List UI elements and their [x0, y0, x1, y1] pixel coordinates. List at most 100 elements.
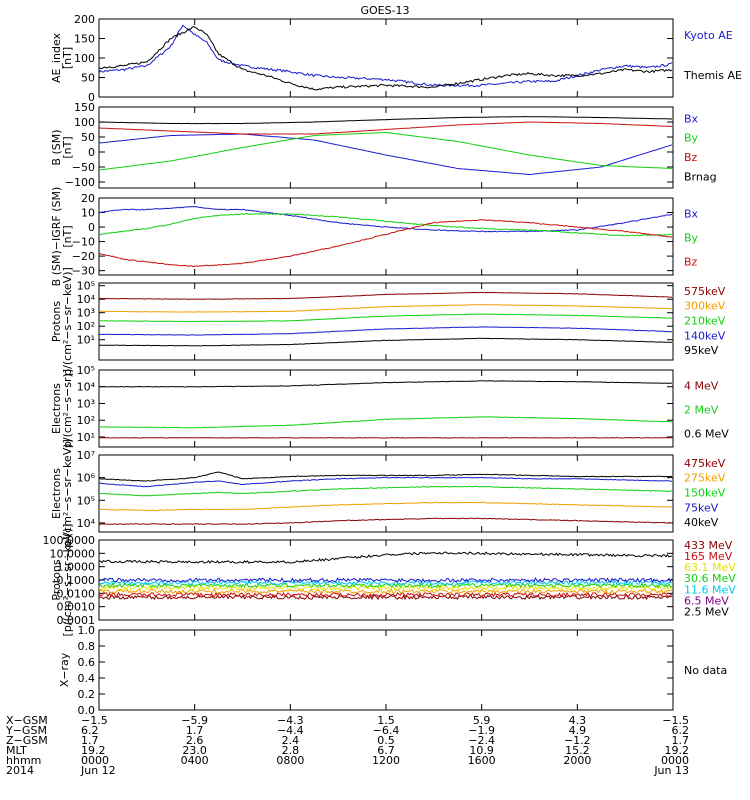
y-tick-label: 0.6: [78, 656, 96, 669]
legend-entry: 150keV: [684, 486, 726, 499]
y-tick-label: −30: [72, 265, 95, 278]
legend-entry: 475keV: [684, 457, 726, 470]
y-tick-label: 20: [81, 192, 95, 205]
legend-entry: 575keV: [684, 285, 726, 298]
table-cell: −1.2: [564, 734, 591, 747]
series-line-4-mev: [98, 436, 673, 439]
table-cell: 2.6: [186, 734, 204, 747]
series-line-themis-ae: [99, 26, 673, 91]
series-line-brnag: [98, 116, 673, 125]
table-row-label: Y−GSM: [5, 724, 47, 737]
panel-frame: [98, 629, 674, 711]
series-line-165-mev: [98, 591, 673, 598]
table-cell: −6.4: [373, 724, 400, 737]
legend-entry: Bx: [684, 112, 699, 125]
table-cell: 0800: [276, 754, 304, 767]
y-tick-label: 150: [74, 101, 95, 114]
series-line-75kev: [99, 476, 672, 488]
legend-entry: 165 MeV: [684, 550, 733, 563]
legend-entry: 0.6 MeV: [684, 427, 729, 440]
y-tick-label: 10⁴: [77, 381, 96, 394]
legend-entry: 95keV: [684, 344, 719, 357]
table-cell: −5.9: [181, 714, 208, 727]
table-cell: −4.3: [277, 714, 304, 727]
y-axis-label: Protons: [50, 559, 63, 600]
legend-entry: Kyoto AE: [684, 29, 733, 42]
panel-frame: [98, 197, 674, 276]
table-cell: 5.9: [473, 714, 491, 727]
table-row-label: hhmm: [6, 754, 41, 767]
series-line-140kev: [98, 326, 673, 336]
series-line-475kev: [98, 517, 673, 525]
y-tick-label: 10⁶: [77, 472, 96, 485]
table-cell: 6.2: [672, 724, 690, 737]
y-tick-label: 10²: [77, 414, 95, 427]
y-axis-label: p/(cm²−s−sr−keV)]: [61, 439, 74, 548]
legend-entry: Bz: [684, 255, 698, 268]
y-axis-label: [nT]: [61, 47, 74, 69]
legend-entry: By: [684, 231, 699, 244]
table-cell: 19.2: [665, 744, 690, 757]
legend-entry: 4 MeV: [684, 379, 719, 392]
table-cell: 1.7: [672, 734, 690, 747]
series-line-300kev: [99, 304, 673, 313]
y-tick-label: 0.0: [78, 704, 96, 717]
y-axis-label: Electrons: [50, 383, 63, 434]
legend-entry: 75keV: [684, 501, 719, 514]
series-line-575kev: [99, 291, 673, 300]
series-line-63-1-mev: [98, 588, 673, 595]
table-row-label: X−GSM: [6, 714, 48, 727]
series-line-by: [98, 213, 673, 237]
y-tick-label: 10⁴: [77, 517, 96, 530]
legend-entry: 30.6 MeV: [684, 572, 736, 585]
y-tick-label: 0: [88, 221, 95, 234]
series-line-bx: [98, 133, 673, 175]
y-tick-label: −10: [72, 236, 95, 249]
series-line-30-6-mev: [98, 585, 673, 591]
y-tick-label: 100: [74, 52, 95, 65]
table-cell: 1.5: [377, 714, 395, 727]
panel-3: 20 100 −10−20 −30 B (SM)−IGRF (SM)[nT] Bx By Bz: [50, 187, 699, 287]
y-tick-label: 0.0010: [57, 601, 96, 614]
series-line-433-mev: [98, 594, 673, 601]
series-line-unlabeled: [98, 551, 673, 564]
series-line-40kev: [99, 471, 673, 482]
legend-entry: 2.5 MeV: [684, 606, 729, 619]
table-row-label: Z−GSM: [6, 734, 48, 747]
series-line-11-6-mev: [98, 582, 673, 589]
legend-entry: 275keV: [684, 472, 726, 485]
table-cell: −2.4: [468, 734, 495, 747]
y-tick-label: 1.0000: [57, 561, 96, 574]
legend-entry: 63.1 MeV: [684, 561, 736, 574]
y-tick-label: 10⁵: [77, 364, 95, 377]
series-line-by: [98, 131, 673, 171]
series-line-bx: [98, 205, 673, 233]
plot-title: GOES-13: [360, 4, 409, 17]
series-line-bz: [99, 121, 673, 135]
legend-entry: Bz: [684, 151, 698, 164]
table-cell: 2.4: [282, 734, 300, 747]
y-tick-label: 10: [81, 207, 95, 220]
table-cell: 1200: [372, 754, 400, 767]
panel-8: 1.0 0.8 0.6 0.4 0.2 0.0 X−ray No data: [58, 624, 727, 717]
table-cell: Jun 12: [80, 764, 116, 777]
legend-entry: 6.5 MeV: [684, 594, 729, 607]
y-tick-label: −50: [72, 161, 95, 174]
panel-7: 100.000010.00001.00000.10000.01000.00100…: [43, 524, 737, 637]
y-tick-label: 10¹: [77, 334, 95, 347]
y-tick-label: 0: [88, 91, 95, 104]
y-axis-label: [nT]: [61, 225, 74, 247]
legend-entry: 433 MeV: [684, 539, 733, 552]
y-axis-label: AE_index: [50, 32, 63, 83]
y-tick-label: 10¹: [77, 431, 95, 444]
table-cell: 19.2: [81, 744, 106, 757]
y-tick-label: 100.0000: [43, 534, 96, 547]
y-tick-label: 150: [74, 33, 95, 46]
legend-entry: 40keV: [684, 516, 719, 529]
series-line-0-6-mev: [99, 380, 673, 388]
series-line-95kev: [98, 337, 673, 347]
